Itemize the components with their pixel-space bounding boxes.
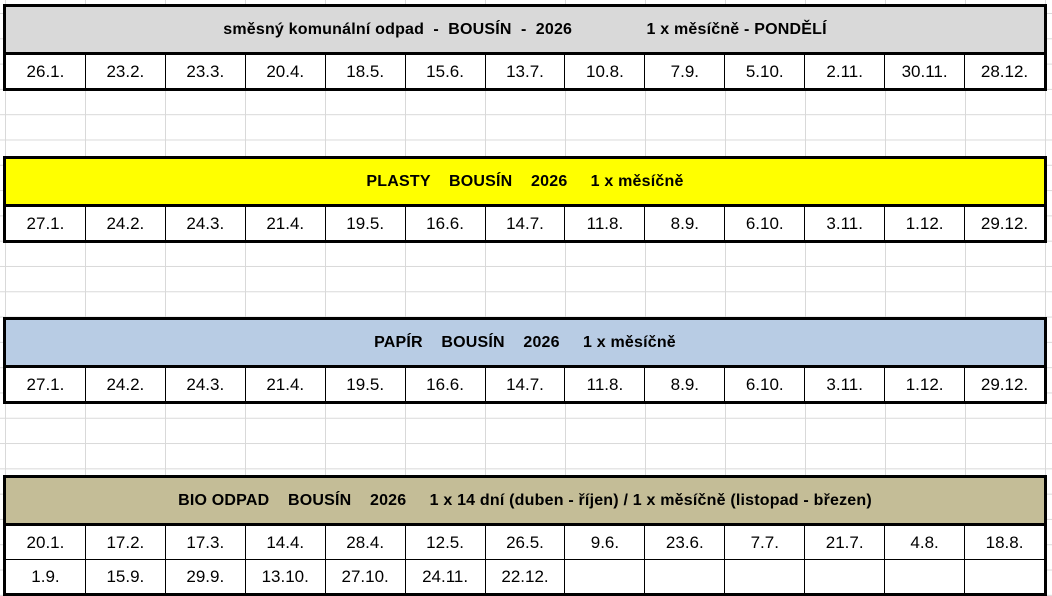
date-cell: 21.7. (805, 526, 886, 559)
date-cell: 23.6. (645, 526, 726, 559)
date-rows: 26.1. 23.2. 23.3. 20.4. 18.5. 15.6. 13.7. 10.8.… (6, 55, 1044, 88)
date-cell: 22.12. (485, 560, 566, 593)
table-header-papir: PAPÍR BOUSÍN 2026 1 x měsíčně (6, 320, 1044, 368)
date-cell: 16.6. (405, 368, 486, 401)
date-cell: 13.10. (245, 560, 326, 593)
date-cell: 6.10. (725, 368, 806, 401)
date-cell: 17.2. (85, 526, 166, 559)
date-cell: 30.11. (885, 55, 966, 88)
table-header-smesny-komunalni-odpad: směsný komunální odpad - BOUSÍN - 2026 1… (6, 7, 1044, 55)
date-cell: 29.9. (165, 560, 246, 593)
date-cell: 24.3. (165, 368, 246, 401)
date-cell: 26.5. (485, 526, 566, 559)
date-cell: 19.5. (325, 207, 406, 240)
date-row: 27.1. 24.2. 24.3. 21.4. 19.5. 16.6. 14.7. 11.8.… (6, 368, 1044, 401)
empty-cell (725, 560, 806, 593)
empty-cell (805, 560, 886, 593)
date-cell: 11.8. (565, 368, 646, 401)
date-cell: 11.8. (565, 207, 646, 240)
date-cell: 13.7. (485, 55, 566, 88)
date-cell: 1.9. (6, 560, 86, 593)
date-cell: 24.2. (85, 207, 166, 240)
date-cell: 21.4. (245, 368, 326, 401)
table-header-plasty: PLASTY BOUSÍN 2026 1 x měsíčně (6, 159, 1044, 207)
date-cell: 7.7. (725, 526, 806, 559)
date-cell: 2.11. (805, 55, 886, 88)
date-cell: 19.5. (325, 368, 406, 401)
date-rows: 27.1. 24.2. 24.3. 21.4. 19.5. 16.6. 14.7. 11.8.… (6, 207, 1044, 240)
date-rows: 27.1. 24.2. 24.3. 21.4. 19.5. 16.6. 14.7. 11.8.… (6, 368, 1044, 401)
date-cell: 16.6. (405, 207, 486, 240)
date-cell: 23.2. (85, 55, 166, 88)
date-row: 27.1. 24.2. 24.3. 21.4. 19.5. 16.6. 14.7. 11.8.… (6, 207, 1044, 240)
date-rows: 20.1. 17.2. 17.3. 14.4. 28.4. 12.5. 26.5. 9.6. 2… (6, 526, 1044, 593)
date-cell: 15.9. (85, 560, 166, 593)
date-cell: 24.3. (165, 207, 246, 240)
date-cell: 1.12. (885, 368, 966, 401)
empty-cell (565, 560, 646, 593)
date-cell: 3.11. (805, 368, 886, 401)
date-cell: 27.1. (6, 207, 86, 240)
schedule-table-smesny-komunalni-odpad: směsný komunální odpad - BOUSÍN - 2026 1… (3, 4, 1047, 91)
date-row: 1.9. 15.9. 29.9. 13.10. 27.10. 24.11. 22.12. (6, 559, 1044, 593)
date-row: 26.1. 23.2. 23.3. 20.4. 18.5. 15.6. 13.7. 10.8.… (6, 55, 1044, 88)
date-cell: 18.8. (965, 526, 1044, 559)
table-header-bio-odpad: BIO ODPAD BOUSÍN 2026 1 x 14 dní (duben … (6, 478, 1044, 526)
date-cell: 29.12. (965, 207, 1044, 240)
date-cell: 26.1. (6, 55, 86, 88)
date-cell: 14.7. (485, 368, 566, 401)
date-cell: 12.5. (405, 526, 486, 559)
date-cell: 24.11. (405, 560, 486, 593)
date-cell: 24.2. (85, 368, 166, 401)
date-cell: 15.6. (405, 55, 486, 88)
date-cell: 27.1. (6, 368, 86, 401)
date-cell: 18.5. (325, 55, 406, 88)
date-cell: 9.6. (565, 526, 646, 559)
date-cell: 23.3. (165, 55, 246, 88)
date-cell: 17.3. (165, 526, 246, 559)
schedule-table-bio-odpad: BIO ODPAD BOUSÍN 2026 1 x 14 dní (duben … (3, 475, 1047, 596)
date-cell: 14.7. (485, 207, 566, 240)
date-cell: 21.4. (245, 207, 326, 240)
schedule-table-papir: PAPÍR BOUSÍN 2026 1 x měsíčně 27.1. 24.2.… (3, 317, 1047, 404)
date-cell: 29.12. (965, 368, 1044, 401)
date-cell: 28.12. (965, 55, 1044, 88)
date-cell: 8.9. (645, 207, 726, 240)
schedule-table-plasty: PLASTY BOUSÍN 2026 1 x měsíčně 27.1. 24.2… (3, 156, 1047, 243)
date-cell: 20.1. (6, 526, 86, 559)
date-cell: 4.8. (885, 526, 966, 559)
date-cell: 5.10. (725, 55, 806, 88)
date-cell: 28.4. (325, 526, 406, 559)
date-cell: 20.4. (245, 55, 326, 88)
date-cell: 7.9. (645, 55, 726, 88)
date-cell: 6.10. (725, 207, 806, 240)
date-cell: 3.11. (805, 207, 886, 240)
date-row: 20.1. 17.2. 17.3. 14.4. 28.4. 12.5. 26.5. 9.6. 2… (6, 526, 1044, 559)
date-cell: 1.12. (885, 207, 966, 240)
date-cell: 27.10. (325, 560, 406, 593)
empty-cell (885, 560, 966, 593)
date-cell: 10.8. (565, 55, 646, 88)
empty-cell (645, 560, 726, 593)
date-cell: 8.9. (645, 368, 726, 401)
empty-cell (965, 560, 1044, 593)
date-cell: 14.4. (245, 526, 326, 559)
